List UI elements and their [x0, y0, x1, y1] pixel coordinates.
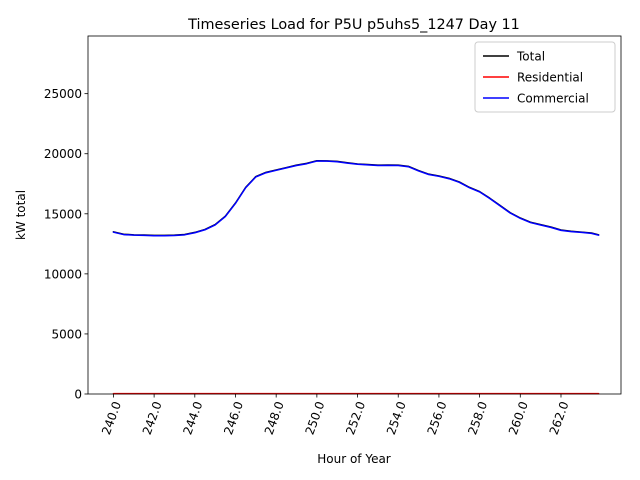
chart-title: Timeseries Load for P5U p5uhs5_1247 Day … [187, 17, 520, 33]
legend-box [474, 41, 616, 113]
y-tick-label: 20000 [44, 147, 82, 161]
y-tick-label: 15000 [44, 207, 82, 221]
y-tick-label: 25000 [44, 87, 82, 101]
plot-frame [87, 35, 622, 395]
legend: Total Residential Commercial [474, 41, 616, 113]
y-axis-label: kW total [14, 190, 28, 240]
legend-label-residential: Residential [517, 71, 583, 85]
y-tick-label: 0 [74, 388, 82, 402]
legend-label-total: Total [516, 50, 545, 64]
x-axis-label: Hour of Year [317, 452, 391, 466]
series-line-commercial [112, 160, 600, 237]
legend-label-commercial: Commercial [517, 92, 589, 106]
y-tick-label: 5000 [51, 327, 82, 341]
y-tick-label: 10000 [44, 267, 82, 281]
